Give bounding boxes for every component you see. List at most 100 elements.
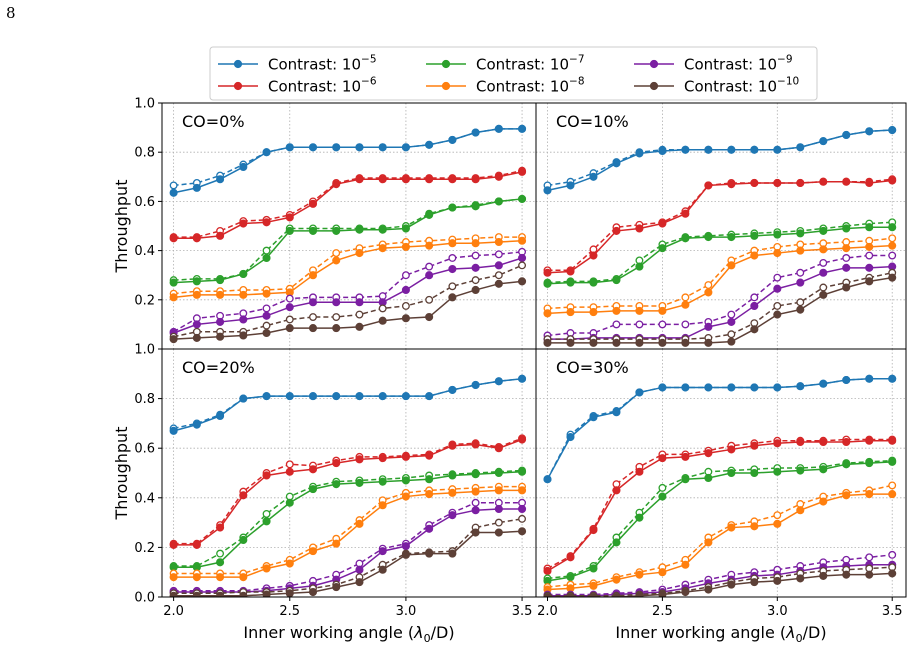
data-point-4-solid bbox=[566, 308, 575, 317]
series-line-3-dashed bbox=[547, 221, 893, 284]
data-point-1-solid bbox=[216, 175, 225, 184]
panel-1: CO=0% 0.2 0.4 0.6 0.8 1.0 bbox=[134, 97, 537, 350]
data-point-5-solid bbox=[355, 298, 364, 307]
data-point-3-solid bbox=[169, 278, 178, 287]
series-line-6-solid bbox=[173, 280, 523, 340]
data-point-2-solid bbox=[888, 436, 897, 445]
data-point-4-solid bbox=[448, 488, 457, 497]
data-point-1-solid bbox=[401, 143, 410, 152]
legend-label: Contrast: 10−7 bbox=[476, 54, 585, 74]
series-line-5-solid bbox=[173, 257, 523, 334]
data-point-6-dashed bbox=[355, 310, 364, 319]
legend-label: Contrast: 10−9 bbox=[684, 54, 793, 74]
data-point-1-solid bbox=[285, 392, 294, 401]
data-point-5-dashed bbox=[285, 294, 294, 303]
data-point-6-solid bbox=[658, 590, 667, 597]
legend-label: Contrast: 10−10 bbox=[684, 76, 799, 96]
data-point-6-solid bbox=[842, 283, 851, 292]
data-point-6-dashed bbox=[773, 302, 782, 310]
data-point-5-dashed bbox=[773, 273, 782, 282]
data-point-2-solid bbox=[401, 452, 410, 461]
data-point-2-solid bbox=[543, 566, 552, 576]
data-point-2-solid bbox=[239, 219, 248, 228]
series-line-6-dashed bbox=[547, 272, 893, 340]
data-point-4-solid bbox=[589, 581, 598, 590]
series-line-5-dashed bbox=[547, 554, 893, 596]
data-point-6-solid bbox=[865, 277, 874, 286]
data-point-5-dashed bbox=[494, 250, 503, 259]
data-point-3-solid bbox=[566, 573, 575, 582]
y-tick-label: 0.8 bbox=[134, 146, 155, 161]
data-point-6-dashed bbox=[494, 518, 503, 527]
data-point-4-solid bbox=[401, 492, 410, 501]
data-point-1-solid bbox=[750, 383, 759, 392]
data-point-5-dashed bbox=[471, 251, 480, 260]
data-point-3-solid bbox=[888, 457, 897, 466]
series-line-6-solid bbox=[547, 276, 893, 344]
data-point-6-solid bbox=[192, 333, 201, 342]
data-point-6-solid bbox=[448, 293, 457, 302]
data-point-2-solid bbox=[750, 178, 759, 188]
data-point-3-solid bbox=[378, 225, 387, 234]
data-point-6-solid bbox=[216, 591, 225, 597]
data-point-3-solid bbox=[401, 224, 410, 233]
data-point-3-solid bbox=[518, 467, 527, 476]
data-point-6-solid bbox=[543, 338, 552, 347]
data-point-1-solid bbox=[332, 143, 341, 152]
series-line-1-dashed bbox=[547, 129, 893, 187]
data-point-3-solid bbox=[192, 277, 201, 286]
data-point-6-solid bbox=[704, 338, 713, 347]
data-point-3-solid bbox=[216, 276, 225, 285]
data-point-3-solid bbox=[425, 210, 434, 219]
data-point-3-solid bbox=[378, 477, 387, 486]
data-point-4-solid bbox=[355, 519, 364, 528]
data-point-1-solid bbox=[773, 383, 782, 392]
data-point-6-solid bbox=[471, 285, 480, 295]
data-point-3-solid bbox=[566, 278, 575, 287]
data-point-1-solid bbox=[448, 385, 457, 394]
data-point-5-dashed bbox=[842, 254, 851, 262]
data-point-6-solid bbox=[308, 587, 318, 597]
data-point-6-solid bbox=[425, 312, 434, 322]
data-point-3-solid bbox=[308, 226, 318, 235]
data-point-4-solid bbox=[448, 239, 457, 248]
series-line-3-solid bbox=[173, 471, 523, 568]
data-point-4-solid bbox=[727, 261, 736, 270]
data-point-2-solid bbox=[566, 267, 575, 276]
data-point-1-solid bbox=[566, 181, 575, 190]
data-point-2-solid bbox=[842, 177, 851, 186]
data-point-3-solid bbox=[842, 460, 851, 469]
data-point-5-dashed bbox=[796, 268, 805, 277]
data-point-6-solid bbox=[262, 590, 271, 597]
data-point-5-solid bbox=[704, 322, 713, 331]
data-point-3-dashed bbox=[216, 549, 225, 558]
x-tick-label: 3.5 bbox=[512, 604, 533, 619]
data-point-4-solid bbox=[681, 560, 690, 569]
data-point-3-dashed bbox=[262, 509, 271, 518]
data-point-3-solid bbox=[448, 203, 457, 212]
data-point-2-solid bbox=[471, 175, 480, 184]
data-point-2-solid bbox=[865, 436, 874, 445]
data-point-5-dashed bbox=[635, 320, 644, 329]
data-point-3-solid bbox=[796, 229, 805, 238]
data-point-3-solid bbox=[658, 492, 667, 501]
data-point-5-solid bbox=[355, 565, 364, 574]
data-point-5-solid bbox=[448, 511, 457, 520]
y-tick-label: 0.2 bbox=[134, 541, 155, 556]
data-point-6-solid bbox=[262, 328, 271, 338]
data-point-4-solid bbox=[425, 241, 434, 250]
series-line-3-solid bbox=[547, 461, 893, 582]
data-point-1-solid bbox=[471, 128, 480, 137]
data-point-6-dashed bbox=[518, 261, 527, 270]
data-point-2-solid bbox=[308, 465, 318, 474]
data-point-3-solid bbox=[635, 262, 644, 271]
data-point-4-solid bbox=[308, 271, 318, 280]
data-point-3-solid bbox=[773, 230, 782, 239]
data-point-2-solid bbox=[681, 209, 690, 218]
data-point-6-solid bbox=[378, 565, 387, 574]
data-point-1-solid bbox=[842, 375, 851, 385]
data-point-2-solid bbox=[355, 455, 364, 464]
data-point-1-solid bbox=[471, 380, 480, 390]
data-point-2-solid bbox=[704, 181, 713, 190]
data-point-5-dashed bbox=[888, 251, 897, 260]
